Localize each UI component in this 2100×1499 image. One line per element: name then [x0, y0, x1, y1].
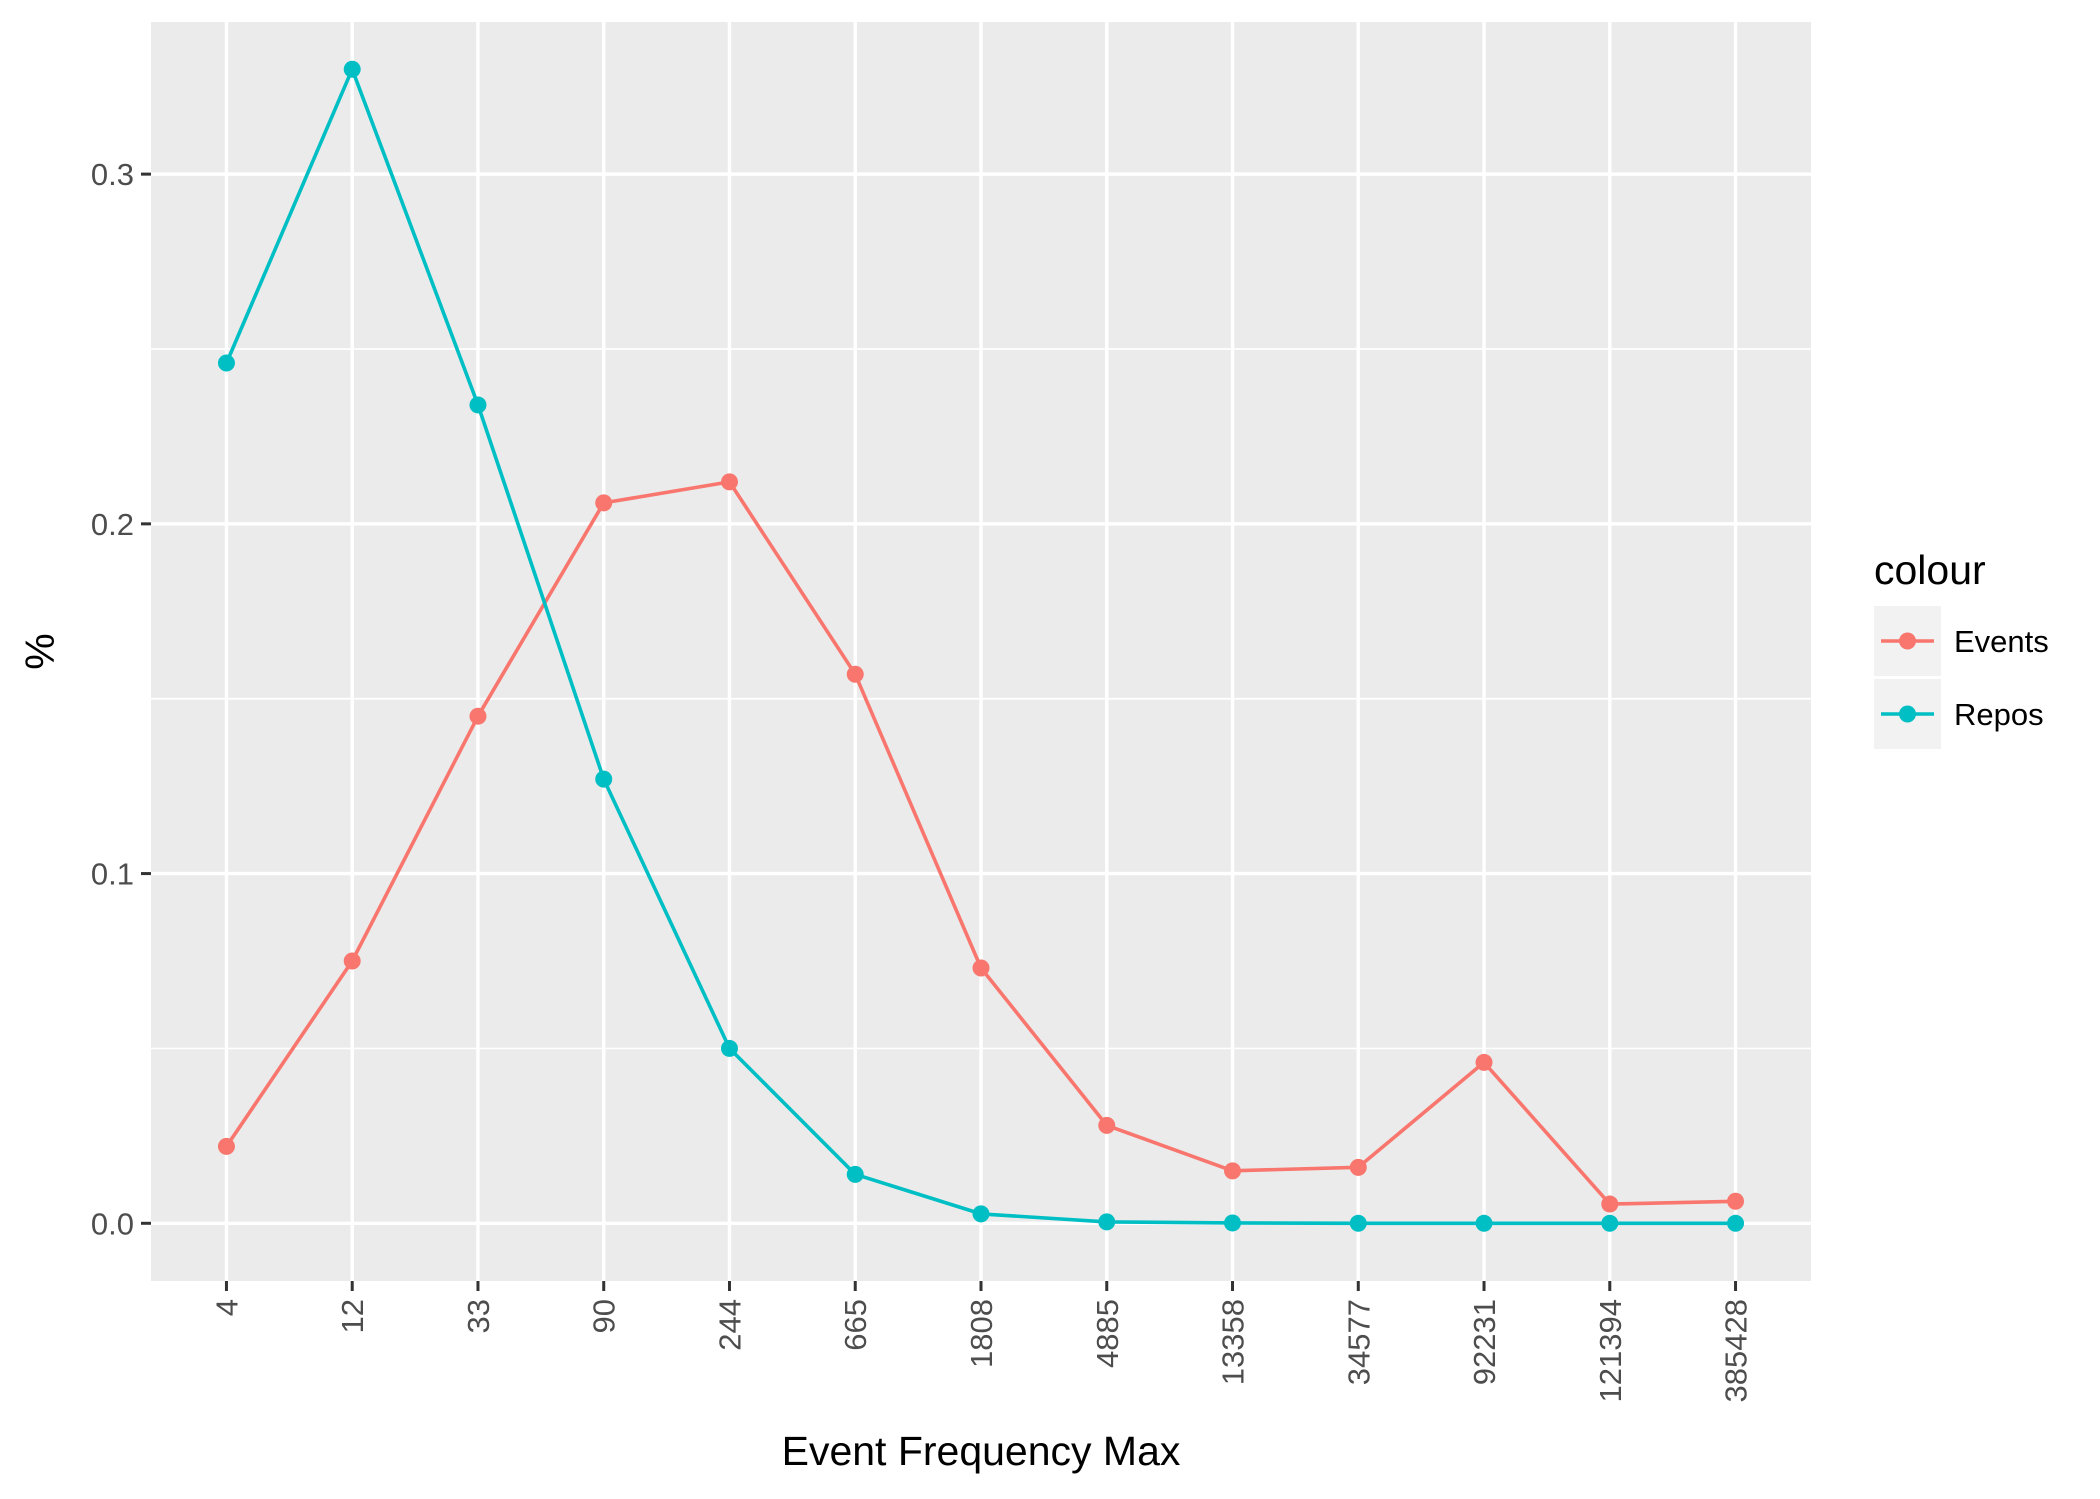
data-point — [469, 707, 487, 725]
legend-key-point — [1899, 705, 1916, 723]
major-gridlines — [151, 22, 1811, 1281]
y-tick-label: 0.1 — [91, 857, 134, 892]
data-point — [595, 770, 613, 788]
x-axis: 4 12 33 90 244 665 1808 4885 13358 34577 92231 1213… — [209, 1281, 1754, 1402]
x-tick-label: 1808 — [964, 1299, 999, 1368]
x-axis-title: Event Frequency Max — [782, 1428, 1181, 1474]
data-point — [1098, 1116, 1116, 1134]
x-tick-label: 385428 — [1719, 1299, 1754, 1402]
data-point — [1224, 1214, 1242, 1232]
data-point — [1224, 1162, 1242, 1180]
data-point — [1349, 1158, 1367, 1176]
data-point — [217, 354, 235, 372]
data-point — [1601, 1214, 1619, 1232]
y-tick-label: 0.3 — [91, 157, 134, 192]
data-point — [1601, 1195, 1619, 1213]
x-tick-label: 90 — [587, 1299, 622, 1333]
y-tick-label: 0.2 — [91, 507, 134, 542]
series-layer — [217, 60, 1745, 1232]
series-events — [217, 473, 1745, 1213]
data-point — [469, 396, 487, 414]
legend-item-events: Events — [1874, 606, 2049, 676]
x-tick-label: 4 — [209, 1299, 244, 1316]
data-point — [343, 952, 361, 970]
data-point — [720, 473, 738, 491]
data-point — [1727, 1192, 1745, 1210]
x-tick-label: 12 — [335, 1299, 370, 1333]
x-tick-label: 665 — [838, 1299, 873, 1351]
legend-item-repos: Repos — [1874, 679, 2044, 749]
legend-key-point — [1899, 632, 1916, 650]
data-point — [972, 959, 990, 977]
x-tick-label: 4885 — [1090, 1299, 1125, 1368]
x-tick-label: 244 — [712, 1299, 747, 1351]
x-tick-label: 121394 — [1593, 1299, 1628, 1402]
data-point — [1475, 1214, 1493, 1232]
legend-label: Events — [1954, 624, 2049, 659]
y-tick-label: 0.0 — [91, 1206, 134, 1241]
x-tick-label: 34577 — [1341, 1299, 1376, 1385]
data-point — [343, 60, 361, 78]
x-tick-label: 13358 — [1216, 1299, 1251, 1385]
y-axis: 0.0 0.1 0.2 0.3 — [91, 157, 151, 1241]
legend-title: colour — [1874, 547, 1986, 593]
data-point — [1475, 1053, 1493, 1071]
data-point — [1727, 1214, 1745, 1232]
data-point — [846, 665, 864, 683]
data-point — [595, 494, 613, 512]
x-tick-label: 33 — [461, 1299, 496, 1333]
legend: colour Events Repos — [1874, 547, 2049, 749]
x-tick-label: 92231 — [1467, 1299, 1502, 1385]
y-axis-title: % — [17, 633, 63, 669]
series-repos — [217, 60, 1745, 1232]
data-point — [1349, 1214, 1367, 1232]
data-point — [846, 1165, 864, 1183]
data-point — [972, 1205, 990, 1223]
data-point — [720, 1039, 738, 1057]
data-point — [1098, 1213, 1116, 1231]
data-point — [217, 1137, 235, 1155]
legend-label: Repos — [1954, 697, 2044, 732]
